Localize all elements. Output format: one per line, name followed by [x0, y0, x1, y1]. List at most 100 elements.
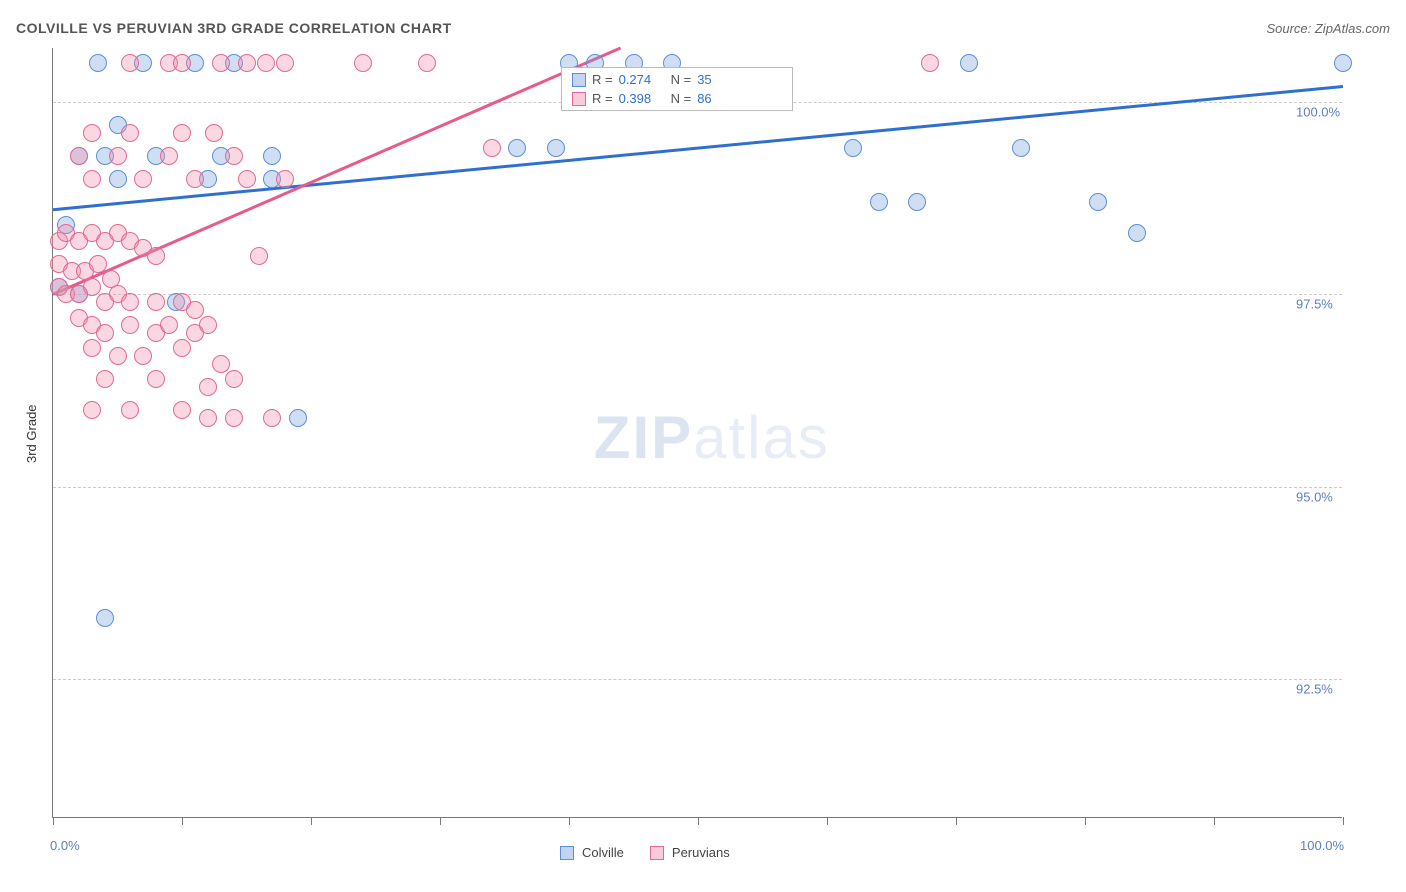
stats-legend-box: R =0.274N =35R =0.398N =86 — [561, 67, 793, 111]
data-point — [173, 339, 191, 357]
data-point — [83, 278, 101, 296]
data-point — [212, 355, 230, 373]
data-point — [89, 255, 107, 273]
data-point — [96, 370, 114, 388]
y-tick-label: 97.5% — [1296, 297, 1333, 312]
data-point — [121, 54, 139, 72]
data-point — [121, 293, 139, 311]
data-point — [263, 409, 281, 427]
chart-source: Source: ZipAtlas.com — [1266, 21, 1390, 36]
source-name: ZipAtlas.com — [1315, 21, 1390, 36]
x-tick — [569, 817, 570, 825]
y-tick-label: 100.0% — [1296, 104, 1340, 119]
n-value: 35 — [697, 72, 711, 87]
legend-swatch — [650, 846, 664, 860]
source-prefix: Source: — [1266, 21, 1314, 36]
data-point — [147, 247, 165, 265]
data-point — [173, 401, 191, 419]
data-point — [250, 247, 268, 265]
y-tick-label: 95.0% — [1296, 489, 1333, 504]
x-tick — [311, 817, 312, 825]
data-point — [173, 124, 191, 142]
data-point — [70, 147, 88, 165]
data-point — [225, 409, 243, 427]
legend-label: Colville — [582, 845, 624, 860]
legend-swatch — [560, 846, 574, 860]
data-point — [354, 54, 372, 72]
n-label: N = — [671, 91, 692, 106]
data-point — [276, 54, 294, 72]
data-point — [289, 409, 307, 427]
x-tick — [182, 817, 183, 825]
data-point — [173, 54, 191, 72]
data-point — [121, 316, 139, 334]
plot-area — [52, 48, 1342, 818]
data-point — [160, 316, 178, 334]
n-value: 86 — [697, 91, 711, 106]
x-tick-label: 0.0% — [50, 838, 80, 853]
stats-row: R = 0.274 N = 35 — [562, 70, 792, 89]
data-point — [186, 301, 204, 319]
x-tick — [1085, 817, 1086, 825]
data-point — [83, 124, 101, 142]
chart-header: COLVILLE VS PERUVIAN 3RD GRADE CORRELATI… — [0, 0, 1406, 48]
r-label: R = — [592, 91, 613, 106]
chart-title: COLVILLE VS PERUVIAN 3RD GRADE CORRELATI… — [16, 20, 452, 36]
x-tick — [698, 817, 699, 825]
r-value: 0.274 — [619, 72, 665, 87]
data-point — [212, 54, 230, 72]
series-swatch — [572, 73, 586, 87]
data-point — [921, 54, 939, 72]
data-point — [257, 54, 275, 72]
data-point — [89, 54, 107, 72]
data-point — [96, 324, 114, 342]
data-point — [147, 293, 165, 311]
data-point — [225, 147, 243, 165]
data-point — [186, 170, 204, 188]
data-point — [483, 139, 501, 157]
data-point — [1089, 193, 1107, 211]
data-point — [109, 147, 127, 165]
data-point — [199, 316, 217, 334]
data-point — [109, 347, 127, 365]
data-point — [508, 139, 526, 157]
data-point — [225, 370, 243, 388]
data-point — [908, 193, 926, 211]
n-label: N = — [671, 72, 692, 87]
data-point — [160, 147, 178, 165]
x-tick — [1214, 817, 1215, 825]
data-point — [83, 339, 101, 357]
trend-lines — [53, 48, 1342, 817]
y-axis-label: 3rd Grade — [24, 404, 39, 463]
y-tick-label: 92.5% — [1296, 682, 1333, 697]
data-point — [109, 170, 127, 188]
data-point — [205, 124, 223, 142]
data-point — [96, 609, 114, 627]
data-point — [960, 54, 978, 72]
data-point — [121, 401, 139, 419]
data-point — [83, 401, 101, 419]
series-swatch — [572, 92, 586, 106]
data-point — [1012, 139, 1030, 157]
data-point — [870, 193, 888, 211]
data-point — [199, 409, 217, 427]
x-tick — [827, 817, 828, 825]
data-point — [418, 54, 436, 72]
data-point — [263, 147, 281, 165]
data-point — [276, 170, 294, 188]
x-tick — [440, 817, 441, 825]
data-point — [121, 124, 139, 142]
r-label: R = — [592, 72, 613, 87]
data-point — [1128, 224, 1146, 242]
data-point — [1334, 54, 1352, 72]
data-point — [238, 54, 256, 72]
data-point — [199, 378, 217, 396]
x-tick — [1343, 817, 1344, 825]
x-tick — [956, 817, 957, 825]
series-legend: Colville Peruvians — [560, 845, 748, 860]
legend-label: Peruvians — [672, 845, 730, 860]
data-point — [83, 170, 101, 188]
data-point — [134, 347, 152, 365]
data-point — [238, 170, 256, 188]
stats-row: R =0.398N =86 — [562, 89, 792, 108]
